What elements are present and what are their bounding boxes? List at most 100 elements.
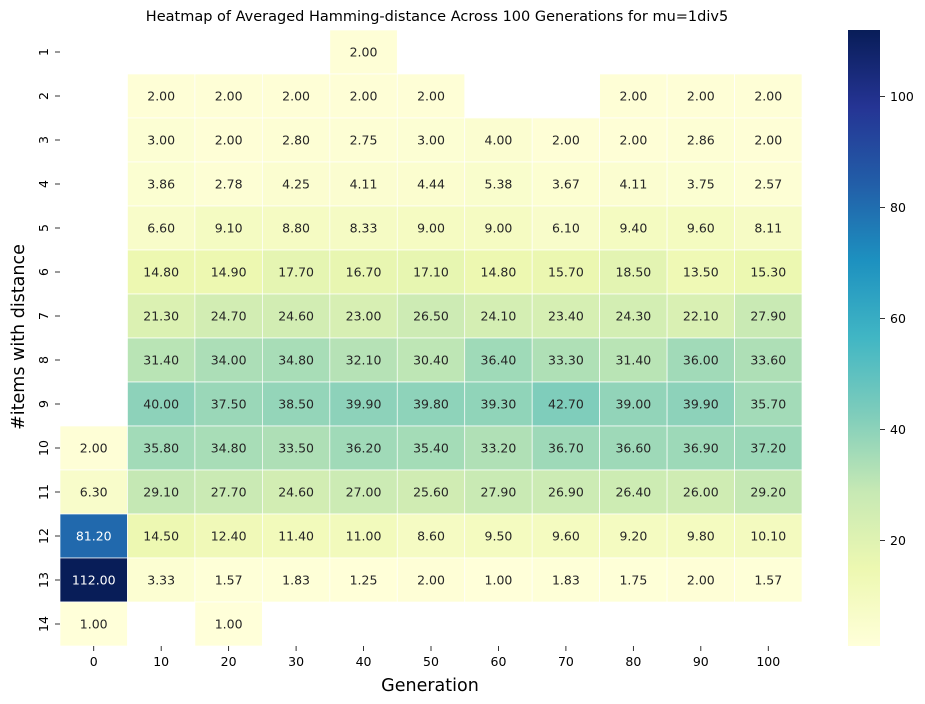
cell-value-label: 2.00 [282, 89, 310, 104]
cell-value-label: 1.00 [485, 573, 513, 588]
heatmap-cell [194, 337, 263, 383]
cell-value-label: 1.57 [754, 573, 782, 588]
heatmap-cell [59, 601, 128, 647]
heatmap-cell [464, 161, 533, 207]
heatmap-cell [127, 73, 196, 119]
y-tick-label: 7 [36, 312, 51, 320]
cell-value-label: 2.00 [754, 133, 782, 148]
heatmap-cell [396, 337, 466, 383]
cell-value-label: 5.38 [485, 177, 513, 192]
y-tick-label: 3 [36, 136, 51, 144]
cell-value-label: 4.11 [619, 177, 647, 192]
heatmap-cell [329, 249, 398, 295]
colorbar-tick-label: 100 [890, 89, 914, 104]
heatmap-cell [666, 513, 735, 559]
cell-value-label: 6.10 [552, 221, 580, 236]
cell-value-label: 9.50 [485, 529, 513, 544]
cell-value-label: 9.60 [687, 221, 715, 236]
heatmap-cell [194, 293, 263, 339]
heatmap-cell [734, 381, 803, 427]
x-axis-ticks: 0 10 20 30 40 50 60 70 80 90 100 [90, 646, 780, 669]
cell-value-label: 2.00 [619, 133, 647, 148]
heatmap-cell [599, 161, 668, 207]
cell-value-label: 33.30 [548, 353, 584, 368]
heatmap-cell [666, 249, 735, 295]
heatmap-cell [666, 117, 735, 163]
y-tick-label: 8 [36, 356, 51, 364]
cell-value-label: 2.57 [754, 177, 782, 192]
cell-value-label: 2.00 [80, 441, 108, 456]
heatmap-cell [666, 337, 735, 383]
cell-value-label: 29.10 [143, 485, 179, 500]
x-tick-label: 70 [558, 654, 574, 669]
cell-value-label: 10.10 [750, 529, 786, 544]
cell-value-label: 2.80 [282, 133, 310, 148]
heatmap-cell [262, 161, 331, 207]
heatmap-cell [262, 557, 331, 603]
cell-value-label: 27.90 [750, 309, 786, 324]
cell-value-label: 11.00 [346, 529, 382, 544]
cell-value-label: 1.57 [215, 573, 243, 588]
heatmap-cell [329, 117, 398, 163]
heatmap-cell [531, 337, 600, 383]
x-axis-label: Generation [381, 676, 479, 696]
cell-value-label: 1.83 [552, 573, 580, 588]
cell-value-label: 1.00 [80, 617, 108, 632]
heatmap-cell [464, 381, 533, 427]
cell-value-label: 16.70 [346, 265, 382, 280]
cell-value-label: 21.30 [143, 309, 179, 324]
y-tick-label: 11 [36, 484, 51, 500]
heatmap-cell [464, 205, 533, 251]
heatmap-cell [329, 425, 398, 471]
cell-value-label: 39.90 [683, 397, 719, 412]
cell-value-label: 35.70 [750, 397, 786, 412]
cell-value-label: 38.50 [278, 397, 314, 412]
y-tick-label: 9 [36, 400, 51, 408]
cell-value-label: 2.00 [417, 573, 445, 588]
x-tick-label: 30 [288, 654, 304, 669]
cell-value-label: 26.40 [615, 485, 651, 500]
x-tick-label: 0 [90, 654, 98, 669]
heatmap-cell [464, 293, 533, 339]
heatmap-cell [194, 73, 263, 119]
colorbar-tick-label: 40 [890, 422, 906, 437]
cell-value-label: 2.00 [754, 89, 782, 104]
heatmap-cell [666, 425, 735, 471]
cell-value-label: 2.00 [687, 89, 715, 104]
cell-value-label: 33.50 [278, 441, 314, 456]
cell-value-label: 24.10 [481, 309, 517, 324]
heatmap-cell [127, 381, 196, 427]
cell-value-label: 15.30 [750, 265, 786, 280]
heatmap-cell [734, 293, 803, 339]
cell-value-label: 3.67 [552, 177, 580, 192]
cell-value-label: 36.40 [481, 353, 517, 368]
heatmap-cell [734, 557, 803, 603]
heatmap-cell [531, 117, 600, 163]
x-tick-label: 40 [356, 654, 372, 669]
heatmap-cell [464, 469, 533, 515]
cell-value-label: 2.00 [417, 89, 445, 104]
heatmap-cell [666, 73, 735, 119]
heatmap-cell [734, 249, 803, 295]
cell-value-label: 9.20 [619, 529, 647, 544]
heatmap-cell [396, 557, 466, 603]
cell-value-label: 2.00 [552, 133, 580, 148]
cell-value-label: 3.75 [687, 177, 715, 192]
heatmap-cell [734, 513, 803, 559]
heatmap-cell [599, 469, 668, 515]
heatmap-cell [59, 557, 128, 603]
cell-value-label: 36.70 [548, 441, 584, 456]
x-tick-label: 60 [491, 654, 507, 669]
cell-value-label: 39.00 [615, 397, 651, 412]
heatmap-cell [666, 161, 735, 207]
heatmap-cell [464, 557, 533, 603]
cell-value-label: 36.90 [683, 441, 719, 456]
chart-title: Heatmap of Averaged Hamming-distance Acr… [146, 9, 728, 25]
cell-value-label: 30.40 [413, 353, 449, 368]
cell-value-label: 24.60 [278, 485, 314, 500]
heatmap-cell [599, 117, 668, 163]
heatmap-cell [396, 117, 466, 163]
cell-value-label: 2.00 [350, 45, 378, 60]
cell-value-label: 31.40 [143, 353, 179, 368]
